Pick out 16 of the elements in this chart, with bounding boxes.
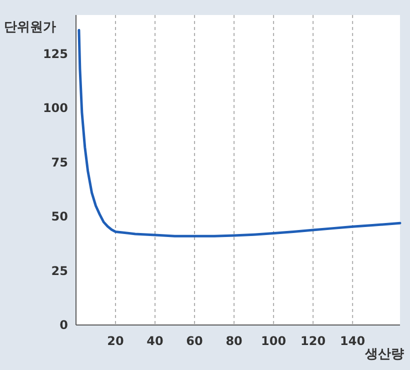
x-tick-label: 80	[226, 334, 242, 348]
y-tick-label: 50	[51, 210, 68, 224]
y-tick-label: 0	[60, 318, 68, 332]
x-tick-label: 120	[300, 334, 326, 348]
x-tick-label: 40	[146, 334, 164, 348]
y-tick-label: 100	[42, 101, 68, 116]
x-tick-label: 140	[340, 334, 366, 348]
y-tick-label: 25	[51, 264, 68, 278]
x-tick-label: 20	[107, 334, 124, 348]
line-series	[78, 28, 402, 238]
x-axis-title: 생산량	[364, 347, 404, 362]
y-tick-label: 75	[51, 155, 68, 170]
x-tick-label: 100	[261, 334, 286, 348]
y-axis-title: 단위원가	[4, 20, 56, 35]
y-tick-label: 125	[42, 47, 68, 62]
x-tick-label: 60	[186, 334, 203, 348]
